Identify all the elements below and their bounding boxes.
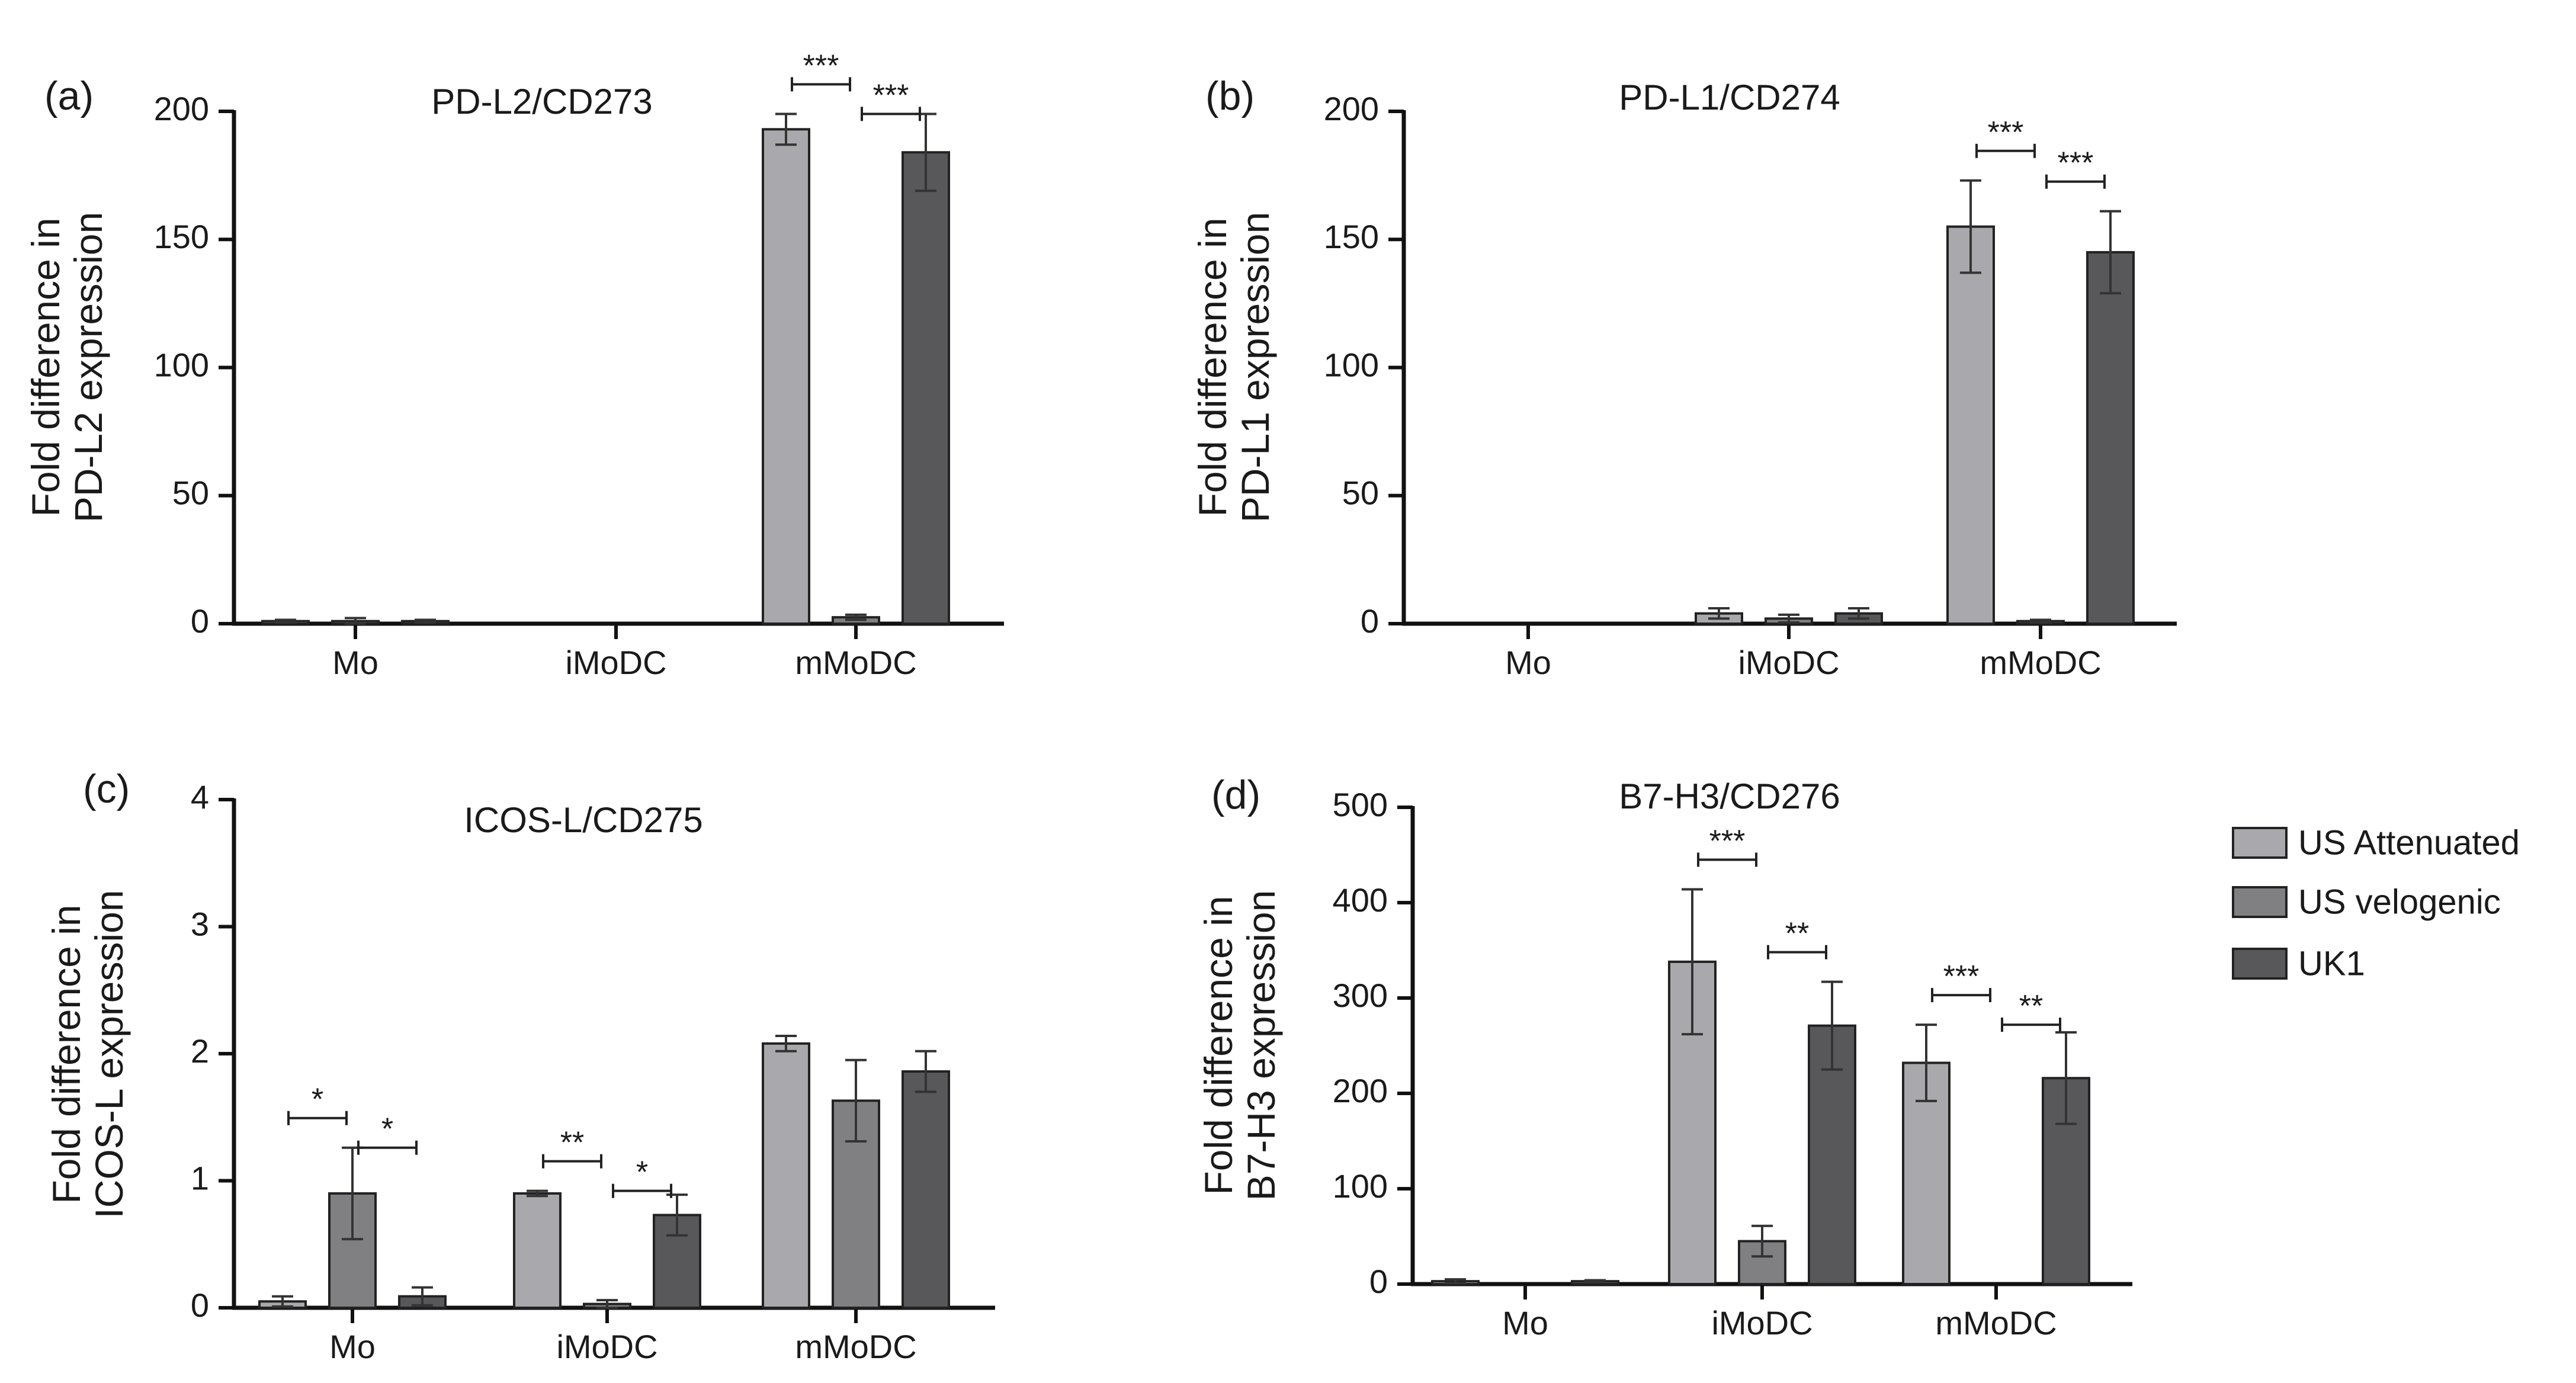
bar	[762, 128, 810, 625]
panel-label: (c)	[83, 766, 130, 811]
chart-panel: (a) PD-L2/CD273 Fold difference inPD-L2 ex…	[24, 49, 1004, 681]
y-tick-label: 300	[1333, 977, 1388, 1014]
legend-item: UK1	[2232, 944, 2365, 983]
bar	[902, 151, 950, 625]
y-tick-label: 3	[191, 905, 209, 942]
y-tick-label: 100	[154, 346, 209, 383]
y-axis-label-line: Fold difference in	[1196, 896, 1240, 1195]
x-tick-label: iMoDC	[556, 1328, 657, 1365]
bar	[1946, 225, 1995, 625]
y-tick-label: 100	[1333, 1167, 1388, 1205]
y-tick-label: 2	[191, 1032, 209, 1070]
chart-panel: (d) B7-H3/CD276 Fold difference inB7-H3 ex…	[1196, 772, 2132, 1342]
y-axis-label: Fold difference inPD-L1 expression	[1191, 212, 1277, 523]
bar	[762, 1042, 810, 1309]
legend-item: US Attenuated	[2232, 823, 2520, 862]
x-tick-label: mMoDC	[1980, 644, 2101, 681]
y-axis-label-line: Fold difference in	[24, 217, 68, 516]
y-axis-label: Fold difference inPD-L2 expression	[24, 212, 110, 523]
significance-label: **	[560, 1126, 584, 1160]
bar	[2042, 1077, 2090, 1285]
y-tick-label: 50	[172, 474, 209, 512]
x-tick-label: iMoDC	[1711, 1304, 1812, 1342]
y-tick-label: 0	[191, 1286, 209, 1324]
y-tick-label: 150	[154, 218, 209, 255]
chart-panel: (b) PD-L1/CD274 Fold difference inPD-L1 ex…	[1191, 73, 2177, 681]
y-tick-label: 4	[191, 778, 209, 816]
y-tick-label: 400	[1333, 881, 1388, 919]
legend-label: UK1	[2298, 944, 2365, 983]
panel-label: (b)	[1205, 73, 1255, 118]
x-tick-label: Mo	[332, 644, 378, 681]
x-tick-label: Mo	[1505, 644, 1551, 681]
y-axis-label-line: PD-L1 expression	[1233, 212, 1277, 523]
y-tick-label: 150	[1324, 218, 1379, 255]
y-tick-label: 200	[154, 90, 209, 127]
x-tick-label: mMoDC	[1935, 1304, 2057, 1342]
y-tick-label: 0	[191, 602, 209, 640]
chart-title: ICOS-L/CD275	[464, 800, 702, 840]
significance-label: *	[312, 1083, 323, 1117]
y-axis-label-line: ICOS-L expression	[87, 890, 131, 1218]
y-axis-label-line: PD-L2 expression	[66, 212, 110, 523]
significance-label: **	[1785, 917, 1809, 951]
y-tick-label: 500	[1333, 786, 1388, 823]
significance-label: ***	[873, 78, 909, 113]
legend-item: US velogenic	[2232, 883, 2501, 921]
bar	[902, 1070, 950, 1310]
chart-title: B7-H3/CD276	[1619, 776, 1840, 816]
chart-panel: (c) ICOS-L/CD275 Fold difference inICOS-L …	[44, 766, 995, 1365]
bar	[513, 1192, 562, 1309]
y-tick-label: 200	[1333, 1072, 1388, 1109]
y-tick-label: 0	[1361, 602, 1379, 640]
legend-label: US velogenic	[2298, 883, 2501, 921]
significance-label: *	[381, 1112, 393, 1147]
y-axis-label-line: B7-H3 expression	[1239, 890, 1283, 1201]
y-axis-label: Fold difference inB7-H3 expression	[1196, 890, 1283, 1201]
x-tick-label: mMoDC	[795, 1328, 916, 1365]
legend: US Attenuated US velogenic UK1	[2232, 823, 2520, 983]
y-tick-label: 0	[1369, 1263, 1388, 1300]
x-tick-label: mMoDC	[795, 644, 916, 681]
x-tick-label: Mo	[1502, 1304, 1548, 1342]
x-tick-label: iMoDC	[1738, 644, 1839, 681]
y-tick-label: 200	[1324, 90, 1379, 127]
legend-swatch	[2232, 827, 2288, 859]
y-tick-label: 1	[191, 1159, 209, 1196]
panel-label: (a)	[44, 73, 94, 118]
chart-title: PD-L2/CD273	[431, 82, 653, 121]
significance-label: ***	[2058, 146, 2094, 181]
significance-label: *	[636, 1156, 648, 1190]
chart-title: PD-L1/CD274	[1619, 78, 1840, 117]
y-axis-label-line: Fold difference in	[1191, 217, 1234, 516]
x-tick-label: iMoDC	[565, 644, 666, 681]
legend-label: US Attenuated	[2298, 823, 2520, 862]
legend-swatch	[2232, 886, 2288, 918]
bar	[2086, 251, 2135, 625]
y-tick-label: 50	[1342, 474, 1379, 512]
y-axis-label-line: Fold difference in	[44, 904, 88, 1204]
legend-swatch	[2232, 948, 2288, 980]
significance-label: ***	[1943, 960, 1980, 994]
significance-label: **	[2019, 989, 2043, 1023]
significance-label: ***	[803, 49, 839, 83]
y-axis-label: Fold difference inICOS-L expression	[44, 890, 131, 1218]
panel-label: (d)	[1211, 772, 1260, 817]
significance-label: ***	[1988, 115, 2024, 150]
y-tick-label: 100	[1324, 346, 1379, 383]
significance-label: ***	[1709, 824, 1746, 858]
x-tick-label: Mo	[329, 1328, 376, 1365]
